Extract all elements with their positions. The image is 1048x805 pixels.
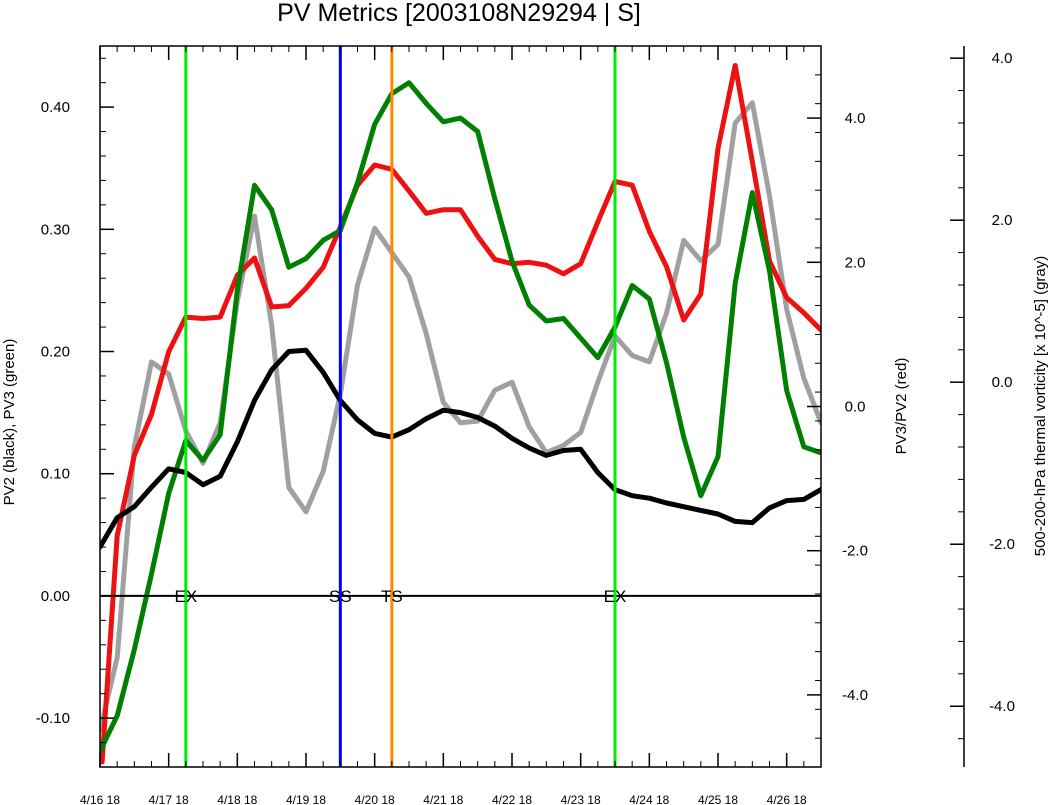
pv3-pv2-ratio-series-line — [100, 63, 821, 765]
x-tick-label: 4/17 18 — [149, 793, 189, 805]
right-tick-label: -2.0 — [842, 543, 868, 560]
chart-title: PV Metrics [2003108N29294 | S] — [277, 0, 641, 27]
far-right-tick-label: 2.0 — [992, 212, 1013, 229]
pv2-series-line — [100, 347, 821, 550]
left-tick-label: 0.00 — [41, 588, 70, 605]
left-tick-label: 0.30 — [41, 221, 70, 238]
far-right-tick-label: 0.0 — [992, 374, 1013, 391]
left-tick-label: 0.20 — [41, 344, 70, 361]
left-tick-label: 0.10 — [41, 466, 70, 483]
plot-frame — [99, 45, 822, 768]
x-tick-label: 4/18 18 — [217, 793, 257, 805]
x-tick-label: 4/24 18 — [629, 793, 669, 805]
pv3-series-line — [100, 80, 821, 754]
right-axis-title: PV3/PV2 (red) — [893, 358, 910, 455]
event-label-ex: EX — [174, 587, 197, 606]
x-tick-label: 4/23 18 — [561, 793, 601, 805]
axes-group: 4/16 18 4/17 18 4/18 18 4/19 18 4/20 18 4/21 … — [36, 45, 1015, 805]
series-group — [100, 63, 821, 765]
left-axis-title: PV2 (black), PV3 (green) — [1, 339, 18, 506]
left-tick-label: 0.40 — [41, 99, 70, 116]
far-right-axis-title: 500-200-hPa thermal vorticity [x 10^-5] … — [1032, 256, 1048, 557]
far-right-tick-label: -2.0 — [989, 536, 1015, 553]
x-tick-label: 4/19 18 — [286, 793, 326, 805]
far-right-tick-label: -4.0 — [989, 698, 1015, 715]
x-tick-label: 4/25 18 — [698, 793, 738, 805]
right-tick-label: 4.0 — [845, 110, 866, 127]
right-tick-label: -4.0 — [842, 687, 868, 704]
event-lines-group: EX SS TS EX — [174, 46, 626, 767]
x-tick-label: 4/26 18 — [767, 793, 807, 805]
x-tick-label: 4/21 18 — [423, 793, 463, 805]
right-tick-label: 0.0 — [845, 399, 866, 416]
right-tick-label: 2.0 — [845, 254, 866, 271]
event-label-ss: SS — [329, 587, 352, 606]
x-tick-label: 4/22 18 — [492, 793, 532, 805]
x-tick-label: 4/16 18 — [80, 793, 120, 805]
left-tick-label: -0.10 — [36, 710, 70, 727]
far-right-tick-label: 4.0 — [992, 50, 1013, 67]
event-label-ts: TS — [381, 587, 403, 606]
event-label-ex: EX — [604, 587, 627, 606]
x-tick-label: 4/20 18 — [355, 793, 395, 805]
